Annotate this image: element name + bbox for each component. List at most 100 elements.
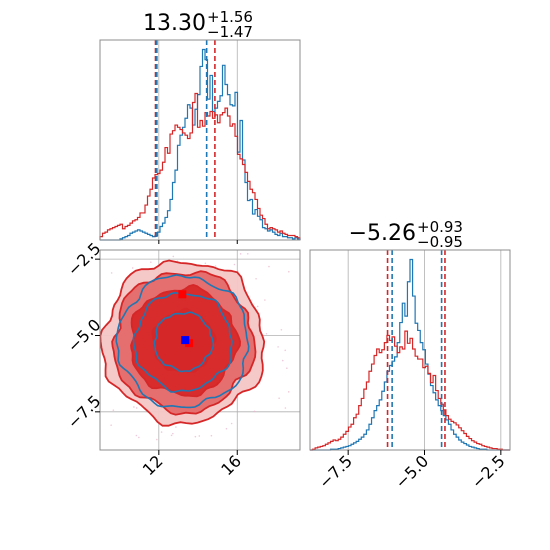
joint-sample-point [156, 438, 158, 441]
param2-histogram-red [310, 330, 510, 451]
joint-sample-point [287, 391, 290, 393]
joint-density-panel: 12 16−7.5−5.0−2.5 [26, 149, 409, 546]
joint-sample-point [220, 240, 222, 242]
joint-sample-point [214, 265, 217, 267]
joint-sample-point [112, 409, 115, 411]
joint-marker-blue [181, 336, 190, 345]
joint-sample-point [94, 290, 96, 292]
joint-contour-blue [153, 311, 215, 373]
joint-sample-point [255, 277, 257, 280]
joint-sample-point [264, 299, 266, 301]
param2-histogram-blue [310, 258, 510, 451]
joint-contour-blue [132, 291, 233, 393]
joint-sample-point [110, 272, 113, 274]
param1-title-plus: +1.56 [207, 8, 253, 26]
joint-sample-point [231, 210, 233, 212]
joint-sample-point [150, 261, 152, 263]
joint-sample-point [225, 427, 228, 430]
joint-sample-point [316, 428, 318, 430]
joint-sample-point [325, 263, 327, 265]
joint-sample-point [210, 434, 213, 437]
joint-sample-point [283, 478, 285, 480]
joint-frame [99, 249, 301, 451]
joint-sample-point [170, 434, 173, 437]
joint-sample-point [287, 477, 289, 479]
joint-sample-point [53, 319, 55, 321]
joint-sample-point [198, 435, 201, 437]
joint-sample-point [284, 453, 286, 455]
joint-sample-point [280, 328, 283, 331]
joint-sample-point [288, 270, 290, 273]
joint-sample-point [268, 265, 270, 268]
param1-histogram-blue [100, 48, 301, 241]
joint-sample-point [407, 318, 409, 320]
param2-histogram-panel: −5.26 +0.93−0.95 −7.5 −5.0 −2.5 [309, 218, 511, 492]
joint-sample-point [284, 349, 287, 352]
joint-sample-point [246, 252, 249, 255]
joint-sample-point [138, 436, 140, 439]
param2-title-median: −5.26 [349, 221, 416, 246]
joint-sample-point [199, 237, 201, 239]
joint-sample-point [135, 461, 137, 463]
joint-sample-point [110, 424, 112, 426]
joint-sample-point [78, 218, 80, 220]
joint-sample-point [220, 480, 222, 482]
joint-sample-point [80, 321, 82, 323]
param1-histogram-red [99, 92, 301, 240]
joint-sample-point [67, 274, 69, 276]
joint-sample-point [239, 253, 242, 255]
param1-title-minus: −1.47 [207, 23, 253, 41]
joint-sample-point [142, 472, 144, 474]
joint-sample-point [51, 382, 53, 384]
param1-frame [99, 39, 301, 241]
joint-sample-point [209, 229, 211, 231]
param2-x-tick-label: −2.5 [468, 451, 509, 492]
joint-sample-point [198, 237, 200, 239]
param2-title-plus: +0.93 [417, 218, 463, 236]
param1-x-tick-label: 16 [217, 451, 245, 479]
joint-sample-point [135, 236, 137, 238]
joint-sample-point [160, 431, 163, 433]
joint-sample-point [198, 162, 200, 164]
param2-x-tick-label: −7.5 [315, 451, 356, 492]
joint-sample-point [64, 172, 66, 174]
joint-sample-point [130, 453, 132, 455]
joint-sample-point [26, 544, 28, 546]
joint-sample-point [233, 263, 236, 266]
joint-sample-point [249, 234, 251, 236]
joint-sample-point [175, 426, 177, 428]
joint-sample-point [204, 262, 207, 265]
param1-title-median: 13.30 [143, 11, 206, 36]
param2-frame [309, 249, 511, 451]
joint-sample-point [284, 407, 287, 409]
joint-sample-point [220, 243, 222, 245]
joint-sample-point [256, 305, 259, 308]
joint-sample-point [194, 435, 197, 438]
joint-sample-point [152, 149, 154, 151]
joint-marker-red [178, 290, 187, 299]
param2-title-minus: −0.95 [417, 233, 463, 251]
param1-histogram-panel: 13.30 +1.56−1.47 [99, 8, 301, 244]
joint-sample-point [172, 432, 174, 435]
joint-sample-point [230, 422, 233, 425]
joint-sample-point [93, 303, 95, 305]
joint-sample-point [283, 212, 285, 214]
joint-sample-point [143, 484, 145, 486]
joint-sample-point [278, 397, 280, 400]
joint-sample-point [286, 367, 288, 370]
joint-contour-blue [115, 274, 250, 409]
joint-sample-point [172, 255, 175, 258]
joint-sample-point [74, 242, 76, 244]
joint-sample-point [151, 199, 153, 201]
joint-sample-point [131, 267, 134, 269]
joint-sample-point [135, 407, 138, 409]
joint-sample-point [191, 459, 193, 461]
param2-x-tick-label: −5.0 [391, 451, 432, 492]
joint-sample-point [281, 359, 284, 362]
joint-sample-point [314, 334, 316, 336]
joint-sample-point [133, 406, 135, 408]
joint-sample-point [232, 222, 234, 224]
joint-sample-point [74, 384, 76, 386]
joint-sample-point [135, 434, 138, 437]
